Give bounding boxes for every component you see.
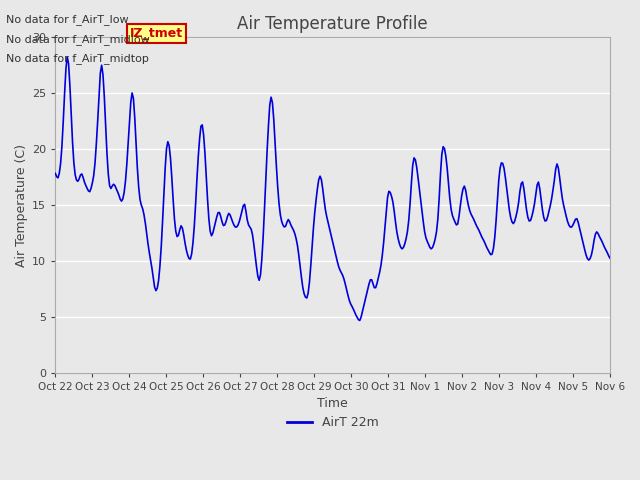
Text: No data for f_AirT_low: No data for f_AirT_low	[6, 14, 129, 25]
Legend: AirT 22m: AirT 22m	[282, 411, 383, 434]
Y-axis label: Air Temperature (C): Air Temperature (C)	[15, 144, 28, 267]
Title: Air Temperature Profile: Air Temperature Profile	[237, 15, 428, 33]
X-axis label: Time: Time	[317, 396, 348, 409]
Text: No data for f_AirT_midtop: No data for f_AirT_midtop	[6, 53, 149, 64]
Text: No data for f_AirT_midlow: No data for f_AirT_midlow	[6, 34, 150, 45]
Text: IZ_tmet: IZ_tmet	[130, 27, 183, 40]
